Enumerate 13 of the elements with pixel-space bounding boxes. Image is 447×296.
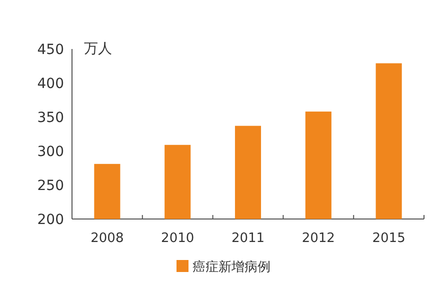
x-tick-label: 2010 xyxy=(161,231,194,246)
y-tick-label: 400 xyxy=(37,76,64,92)
y-tick-label: 200 xyxy=(37,212,64,228)
x-tick-label: 2015 xyxy=(372,231,406,246)
y-tick-label: 300 xyxy=(37,144,64,160)
x-tick-label: 2012 xyxy=(302,231,335,246)
y-tick-label: 250 xyxy=(37,178,64,194)
y-tick-label: 350 xyxy=(37,110,64,126)
x-tick-label: 2008 xyxy=(90,231,124,246)
y-tick-label: 450 xyxy=(37,42,64,58)
x-tick-label: 2011 xyxy=(231,231,265,246)
legend-label: 癌症新增病例 xyxy=(192,260,270,275)
y-axis-title: 万人 xyxy=(84,41,112,57)
